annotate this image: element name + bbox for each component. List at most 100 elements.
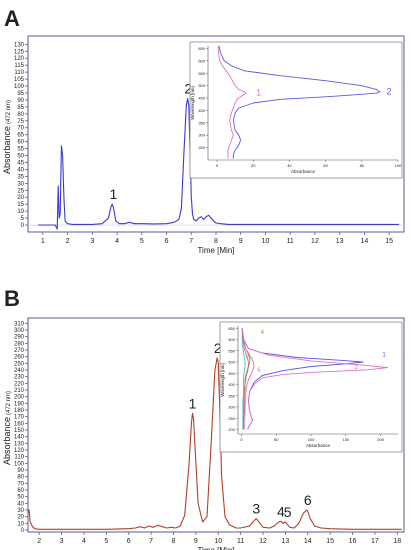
y-axis-label-group: Absorbance (472 nm) <box>2 391 12 465</box>
inset-spectrum: 200 250 300 350 400 450 500 550 600 650 0 50 100 150 2… <box>219 321 403 453</box>
y-tick-label: 10 <box>17 209 24 215</box>
x-tick-label: 1 <box>41 238 45 245</box>
peak-label: 6 <box>304 492 312 508</box>
inset-y-tick-label: 400 <box>198 108 205 113</box>
inset-x-tick-label: 100 <box>308 437 315 442</box>
inset-x-tick-label: 150 <box>342 437 349 442</box>
y-tick-label: 180 <box>14 408 25 414</box>
inset-x-tick-label: 50 <box>274 437 279 442</box>
chromatogram-trace <box>37 98 400 230</box>
inset-x-tick-label: 100 <box>395 163 402 168</box>
x-tick-label: 8 <box>214 238 218 245</box>
y-tick-label: 120 <box>14 448 25 454</box>
inset-y-tick-label: 200 <box>228 427 235 432</box>
inset-x-tick-label: 80 <box>360 163 365 168</box>
x-tick-label: 5 <box>140 238 144 245</box>
inset-x-tick-label: 0 <box>240 437 243 442</box>
y-tick-label: 240 <box>14 368 25 374</box>
inset-y-tick-label: 600 <box>198 58 205 63</box>
x-tick-label: 15 <box>385 238 393 245</box>
y-tick-label: 90 <box>17 468 24 474</box>
panel-letter: B <box>4 286 20 311</box>
x-tick-label: 9 <box>194 538 198 545</box>
y-tick-label: 150 <box>14 428 25 434</box>
y-tick-label: 60 <box>17 140 24 146</box>
x-tick-label: 7 <box>149 538 153 545</box>
y-tick-label: 190 <box>14 401 25 407</box>
y-tick-label: 90 <box>17 98 24 104</box>
y-tick-label: 70 <box>17 481 24 487</box>
inset-y-tick-label: 600 <box>228 337 235 342</box>
inset-y-tick-label: 400 <box>228 382 235 387</box>
inset-y-tick-label: 300 <box>198 133 205 138</box>
y-tick-label: 115 <box>14 63 24 69</box>
peak-label: 4 <box>277 503 285 519</box>
y-tick-label: 280 <box>14 341 25 347</box>
y-tick-label: 110 <box>14 455 24 461</box>
x-tick-label: 2 <box>66 238 70 245</box>
y-tick-label: 45 <box>17 160 24 166</box>
inset-y-tick-label: 450 <box>228 371 235 376</box>
x-tick-label: 4 <box>115 238 119 245</box>
y-tick-label: 15 <box>17 202 24 208</box>
y-tick-label: 100 <box>14 84 25 90</box>
y-tick-label: 125 <box>14 49 25 55</box>
inset-y-label: Wavelength [nm] <box>190 86 195 120</box>
y-tick-label: 30 <box>17 181 24 187</box>
inset-series-label: 1 <box>382 352 386 358</box>
inset-y-tick-label: 500 <box>228 360 235 365</box>
y-tick-label: 25 <box>17 188 24 194</box>
y-tick-label: 60 <box>17 488 24 494</box>
inset-series-label: 4 <box>261 330 265 336</box>
inset-y-tick-label: 300 <box>228 405 235 410</box>
y-axis-label-group: Absorbance (472 nm) <box>2 100 12 174</box>
y-tick-label: 80 <box>17 475 24 481</box>
inset-x-tick-label: 200 <box>377 437 384 442</box>
x-tick-label: 12 <box>311 238 319 245</box>
y-tick-label: 170 <box>14 415 25 421</box>
y-tick-label: 130 <box>14 441 25 447</box>
inset-x-label: Absorbance <box>306 443 331 448</box>
inset-spectrum-line <box>218 45 381 159</box>
y-tick-label: 20 <box>17 195 24 201</box>
y-tick-label: 0 <box>21 528 25 534</box>
y-tick-label: 20 <box>17 515 24 521</box>
inset-series-label: 2 <box>386 86 391 96</box>
inset-x-tick-label: 0 <box>216 163 219 168</box>
y-tick-label: 260 <box>14 355 25 361</box>
inset-series-label: 6 <box>257 368 261 374</box>
inset-spectrum-line <box>241 328 249 430</box>
panel-letter: A <box>4 6 20 31</box>
x-tick-label: 10 <box>214 538 222 545</box>
x-tick-label: 10 <box>262 238 270 245</box>
x-tick-label: 3 <box>60 538 64 545</box>
y-tick-label: 300 <box>14 328 25 334</box>
inset-y-tick-label: 500 <box>198 83 205 88</box>
y-tick-label: 200 <box>14 395 25 401</box>
y-tick-label: 120 <box>14 56 25 62</box>
peak-label: 5 <box>284 504 292 520</box>
y-tick-label: 10 <box>17 521 24 527</box>
inset-y-label-group: Wavelength [nm] <box>220 363 225 397</box>
y-tick-label: 55 <box>17 147 24 153</box>
x-tick-label: 2 <box>37 538 41 545</box>
inset-y-tick-label: 250 <box>198 145 205 150</box>
y-tick-label: 160 <box>14 421 25 427</box>
inset-x-label: Absorbance <box>291 169 316 174</box>
y-tick-label: 210 <box>14 388 25 394</box>
inset-y-tick-label: 550 <box>198 71 205 76</box>
y-tick-label: 40 <box>17 501 24 507</box>
y-axis-label: Absorbance <box>2 126 12 174</box>
peak-label: 2 <box>214 340 222 356</box>
y-tick-label: 30 <box>17 508 24 514</box>
y-tick-label: 85 <box>17 105 24 111</box>
y-tick-label: 290 <box>14 335 25 341</box>
x-tick-label: 11 <box>287 238 294 245</box>
y-tick-label: 105 <box>14 77 25 83</box>
y-tick-label: 75 <box>17 119 24 125</box>
x-tick-label: 4 <box>82 538 86 545</box>
inset-y-label-group: Wavelength [nm] <box>190 86 195 120</box>
y-tick-label: 65 <box>17 133 24 139</box>
inset-y-label: Wavelength [nm] <box>220 363 225 397</box>
y-tick-label: 50 <box>17 154 24 160</box>
